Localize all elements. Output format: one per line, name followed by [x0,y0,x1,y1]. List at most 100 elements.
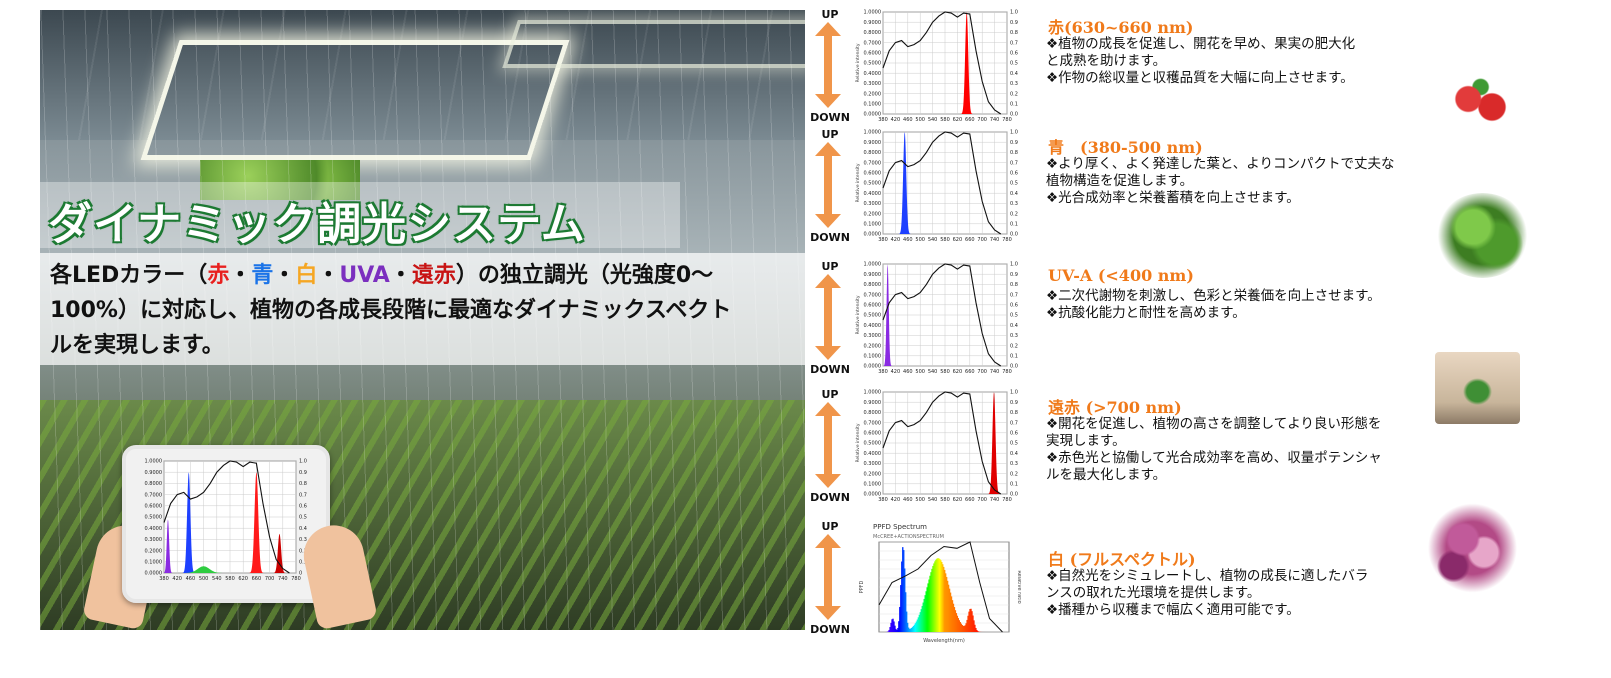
y-tick-label: 0.7000 [864,420,882,426]
spectrum-peak [883,264,893,366]
ppfd-bar [917,617,920,632]
y-tick-label: 0.4000 [864,323,882,329]
y2-tick-label: 0.7 [1010,420,1018,426]
row-description: ❖植物の成長を促進し、開花を早め、果実の肥大化 と成熟を助けます。 ❖作物の総収量と… [1046,36,1466,87]
ppfd-bar [890,622,892,632]
x-tick-label: 500 [915,497,925,503]
y-tick-label: 0.8000 [864,150,882,156]
x-tick-label: 500 [915,237,925,243]
y2-tick-label: 0.6 [1010,170,1018,176]
tablet-spectrum-chart: 380 420 460 500 540 580 620 660 700 740 780 1.0000 1… [145,459,307,582]
y2-tick-label: 0.8 [299,481,307,487]
row-description: ❖より厚く、よく発達した葉と、よりコンパクトで丈夫な 植物構造を促進します。 ❖光合… [1046,156,1466,207]
ppfd-bar [899,606,901,632]
ppfd-bar [946,580,949,632]
double-arrow-icon [815,22,841,108]
y-tick-label: 0.8000 [145,481,163,487]
y-axis-label: Relative intensity [855,295,861,334]
ppfd-bar [921,605,923,632]
x-tick-label: 540 [212,576,222,582]
ppfd-bar [975,627,977,632]
y2-tick-label: 0.3 [1010,461,1018,467]
hanging-plants [200,160,360,200]
desc-sep: ・ [389,263,412,288]
y2-tick-label: 0.9 [1010,400,1018,406]
x-tick-label: 780 [291,576,301,582]
down-label: DOWN [810,623,850,636]
x-tick-label: 420 [891,237,901,243]
ppfd-bar [909,628,912,632]
ppfd-bar [932,565,934,632]
y2-tick-label: 0.1 [1010,353,1018,359]
ppfd-bar [944,573,947,632]
x-tick-label: 380 [878,117,888,123]
y-axis-label: Relative intensity [855,43,861,82]
hero-description: 各LEDカラー（赤・青・白・UVA・遠赤）の独立調光（光強度0～ 100%）に対… [50,258,795,363]
y-tick-label: 0.7000 [864,160,882,166]
row-description: ❖二次代謝物を刺激し、色彩と栄養価を向上させます。 ❖抗酸化能力と耐性を高めます。 [1046,288,1466,322]
y2-tick-label: 0.2 [1010,91,1018,97]
spectrum-peak [987,392,1001,494]
y-tick-label: 0.6000 [864,302,882,308]
ppfd-bar [963,626,965,632]
ppfd-bar [959,622,961,632]
lettuce-photo [1435,193,1530,278]
description-line: ❖播種から収穫まで幅広く適用可能です。 [1046,602,1300,618]
y2-tick-label: 0.6 [1010,302,1018,308]
ppfd-bar [954,610,957,632]
x-tick-label: 460 [903,117,913,123]
ppfd-bar [889,627,891,632]
ppfd-bar [958,620,960,632]
y2-tick-label: 0.1 [1010,101,1018,107]
up-label: UP [821,8,839,21]
spectrum-chart: 380 420 460 500 540 580 620 660 700 740 780 1.0000 1… [855,10,1018,123]
x-tick-label: 540 [928,117,938,123]
desc-sep: ・ [317,263,340,288]
ppfd-bar [949,592,952,632]
spectrum-row-5: UP DOWN PPFD Spectrum McCREE+ACTIONSPECTRUM… [795,520,1611,646]
ppfd-bar [893,621,895,632]
y-tick-label: 0.9000 [864,20,882,26]
y2-tick-label: 0.1 [1010,481,1018,487]
down-label: DOWN [810,363,850,376]
y-tick-label: 0.1000 [145,559,163,565]
y2-tick-label: 0.1 [299,559,307,565]
x-tick-label: 700 [265,576,275,582]
x-tick-label: 700 [977,117,987,123]
spectrum-row-2: UP DOWN 380 420 460 500 540 580 620 660 700 740 780 1… [795,128,1611,278]
ppfd-bar [905,592,907,632]
x-tick-label: 420 [891,369,901,375]
y-tick-label: 1.0000 [864,10,882,16]
description-line: ❖作物の総収量と収穫品質を大幅に向上させます。 [1046,70,1354,86]
y2-tick-label: 0.8 [1010,30,1018,36]
ppfd-bar [929,575,931,632]
description-line: ❖赤色光と協働して光合成効率を高め、収量ポテンシャ [1046,450,1382,466]
ppfd-bar [939,558,941,632]
desc-color-blue: 青 [251,263,274,288]
response-curve [882,11,1002,115]
ppfd-bar [903,550,905,632]
description-line: ❖より厚く、よく発達した葉と、よりコンパクトで丈夫な [1046,156,1395,172]
y2-tick-label: 0.4 [1010,323,1018,329]
hero-panel: ダイナミック調光システム 各LEDカラー（赤・青・白・UVA・遠赤）の独立調光（… [40,10,805,630]
y-tick-label: 0.4000 [864,451,882,457]
y2-tick-label: 0.9 [1010,140,1018,146]
y-tick-label: 0.1000 [864,481,882,487]
y2-tick-label: 1.0 [1010,130,1018,136]
x-tick-label: 460 [903,237,913,243]
y-tick-label: 0.7000 [864,40,882,46]
ppfd-bar [898,621,900,632]
y-tick-label: 0.6000 [864,430,882,436]
desc-color-red: 赤 [207,263,230,288]
x-tick-label: 740 [990,117,1000,123]
description-line: と成熟を助けます。 [1046,53,1167,69]
y-tick-label: 0.9000 [864,272,882,278]
ppfd-bar [935,559,937,632]
y2-tick-label: 0.2 [1010,471,1018,477]
y2-tick-label: 0.9 [1010,272,1018,278]
y2-tick-label: 0.9 [299,470,307,476]
y-tick-label: 0.3000 [864,333,882,339]
response-curve [163,460,290,574]
ppfd-bar [956,615,959,632]
ppfd-bar [940,560,942,632]
